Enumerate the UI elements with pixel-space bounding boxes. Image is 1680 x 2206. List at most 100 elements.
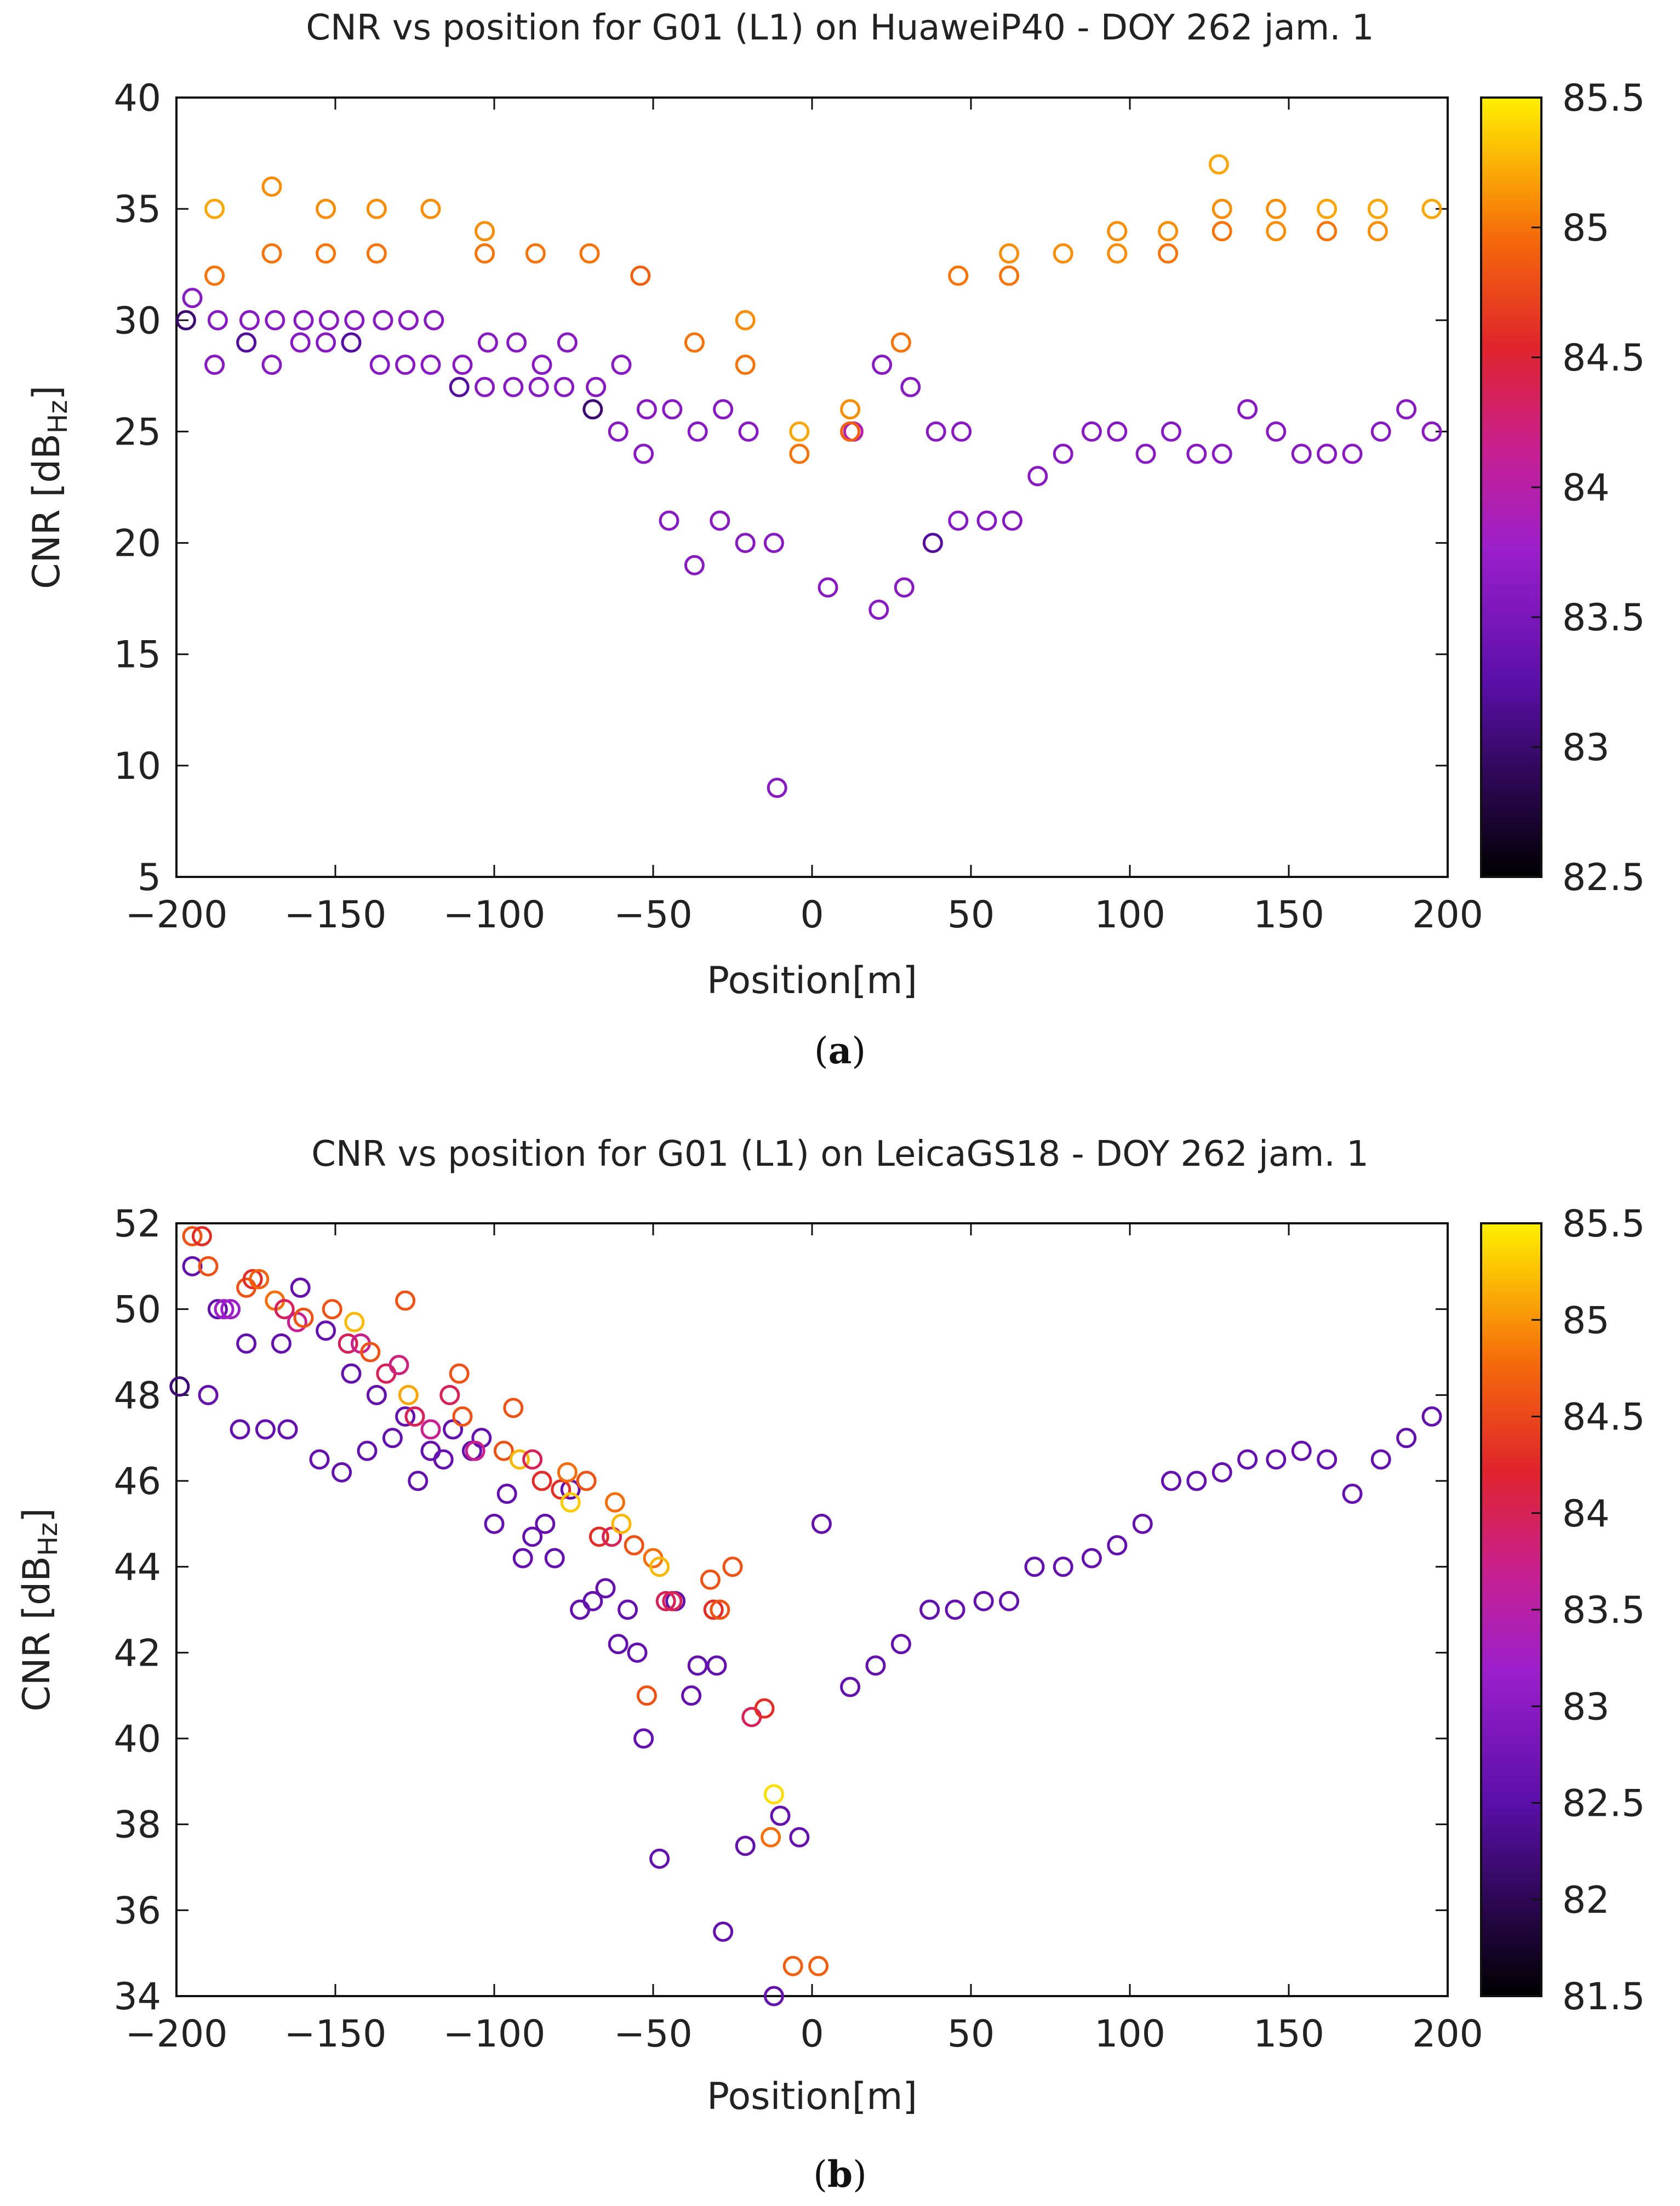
x-tick-label: −150: [284, 893, 387, 937]
scatter-point: [890, 1634, 911, 1655]
scatter-point: [1161, 421, 1181, 442]
scatter-point: [544, 1548, 565, 1569]
scatter-point: [789, 1827, 810, 1848]
scatter-point: [948, 265, 969, 286]
x-tick-label: 0: [800, 893, 824, 937]
scatter-point: [735, 533, 756, 554]
scatter-point: [1367, 198, 1388, 219]
scatter-point: [925, 421, 946, 442]
scatter-point: [309, 1449, 330, 1470]
colorbar-a: 82.5 83 83.5 84 84.5 85 85.5: [1480, 77, 1645, 899]
y-tick-label: 52: [113, 1202, 161, 1246]
colorbar-gradient-b: [1480, 1222, 1542, 1997]
scatter-point: [420, 355, 441, 375]
scatter-point: [1266, 221, 1287, 242]
scatter-point: [376, 1363, 397, 1384]
scatter-point: [662, 399, 683, 420]
scatter-point: [636, 1685, 657, 1706]
colorbar-tick-label: 83.5: [1562, 1589, 1645, 1632]
scatter-point: [236, 1333, 257, 1354]
scatter-point: [382, 1428, 403, 1449]
scatter-point: [582, 399, 603, 420]
scatter-point: [204, 265, 225, 286]
scatter-point: [576, 1470, 597, 1491]
scatter-point: [604, 1492, 625, 1513]
scatter-point: [706, 1655, 727, 1676]
y-tick-label: 44: [113, 1546, 161, 1589]
scatter-point: [1212, 221, 1232, 242]
scatter-point: [1053, 1557, 1073, 1577]
scatter-point: [318, 310, 339, 330]
scatter-point: [532, 1470, 552, 1491]
scatter-point: [360, 1342, 381, 1363]
chart-panel-b: CNR vs position for G01 (L1) on LeicaGS1…: [15, 1134, 1645, 2196]
scatter-point: [900, 377, 921, 397]
scatter-point: [763, 1986, 784, 2007]
colorbar-tick-label: 82.5: [1562, 856, 1645, 899]
scatter-point: [1158, 243, 1179, 264]
y-tick-label: 34: [113, 1975, 161, 2019]
scatter-point: [1421, 421, 1442, 442]
scatter-point: [395, 1290, 416, 1311]
scatter-point: [408, 1470, 428, 1491]
y-tick-label: 46: [113, 1460, 161, 1503]
scatter-point: [1266, 198, 1287, 219]
y-tick-label: 25: [113, 411, 161, 454]
scatter-point: [398, 310, 419, 330]
y-axis-label-main-a: CNR [dB: [25, 434, 68, 589]
scatter-point: [1396, 399, 1417, 420]
scatter-point: [1186, 443, 1207, 464]
scatter-point: [681, 1685, 702, 1706]
scatter-point: [919, 1599, 940, 1620]
scatter-point: [570, 1599, 591, 1620]
scatter-point: [1027, 466, 1048, 487]
scatter-point: [608, 1634, 628, 1655]
scatter-point: [522, 1526, 543, 1547]
y-tick-label: 38: [113, 1804, 161, 1847]
scatter-point: [611, 355, 632, 375]
scatter-point: [182, 1226, 203, 1246]
scatter-point: [630, 265, 651, 286]
scatter-point: [332, 1462, 352, 1483]
y-tick-label: 40: [113, 1718, 161, 1761]
y-tick-label: 48: [113, 1374, 161, 1417]
scatter-point: [344, 1312, 365, 1332]
scatter-point: [1107, 243, 1128, 264]
scatter-point: [588, 1526, 609, 1547]
x-tick-label: −150: [284, 2013, 387, 2056]
scatter-point: [322, 1299, 342, 1320]
scatter-point: [840, 1677, 861, 1697]
scatter-point: [261, 176, 282, 197]
scatter-point: [1317, 1449, 1338, 1470]
scatter-point: [1107, 421, 1128, 442]
scatter-point: [169, 1376, 190, 1397]
scatter-point: [754, 1698, 775, 1719]
scatter-point: [484, 1513, 505, 1534]
scatter-point: [840, 421, 861, 442]
scatter-point: [999, 1591, 1020, 1611]
scatter-point: [1317, 443, 1338, 464]
scatter-point: [290, 332, 311, 353]
scatter-point: [198, 1384, 219, 1405]
y-axis-a: 5 10 15 20 25 30 35 40: [113, 77, 1448, 899]
scatter-point: [922, 533, 943, 554]
scatter-point: [973, 1591, 994, 1611]
scatter-point: [1342, 443, 1363, 464]
scatter-point: [611, 1513, 632, 1534]
scatter-point: [608, 421, 628, 442]
scatter-point: [684, 555, 705, 575]
scatter-point: [1081, 421, 1102, 442]
colorbar-tick-label: 81.5: [1562, 1975, 1645, 2019]
scatter-point: [951, 421, 972, 442]
y-axis-label-close-b: ]: [15, 1508, 59, 1523]
scatter-point: [366, 1384, 387, 1405]
y-axis-label-main-b: CNR [dB: [15, 1556, 59, 1712]
scatter-point: [710, 1599, 730, 1620]
scatter-point: [618, 1599, 638, 1620]
scatter-point: [509, 1449, 530, 1470]
scatter-point: [865, 1655, 886, 1676]
scatter-point: [1081, 1548, 1102, 1569]
scatter-point: [1266, 1449, 1287, 1470]
scatter-point: [890, 332, 911, 353]
scatter-point: [560, 1492, 581, 1513]
